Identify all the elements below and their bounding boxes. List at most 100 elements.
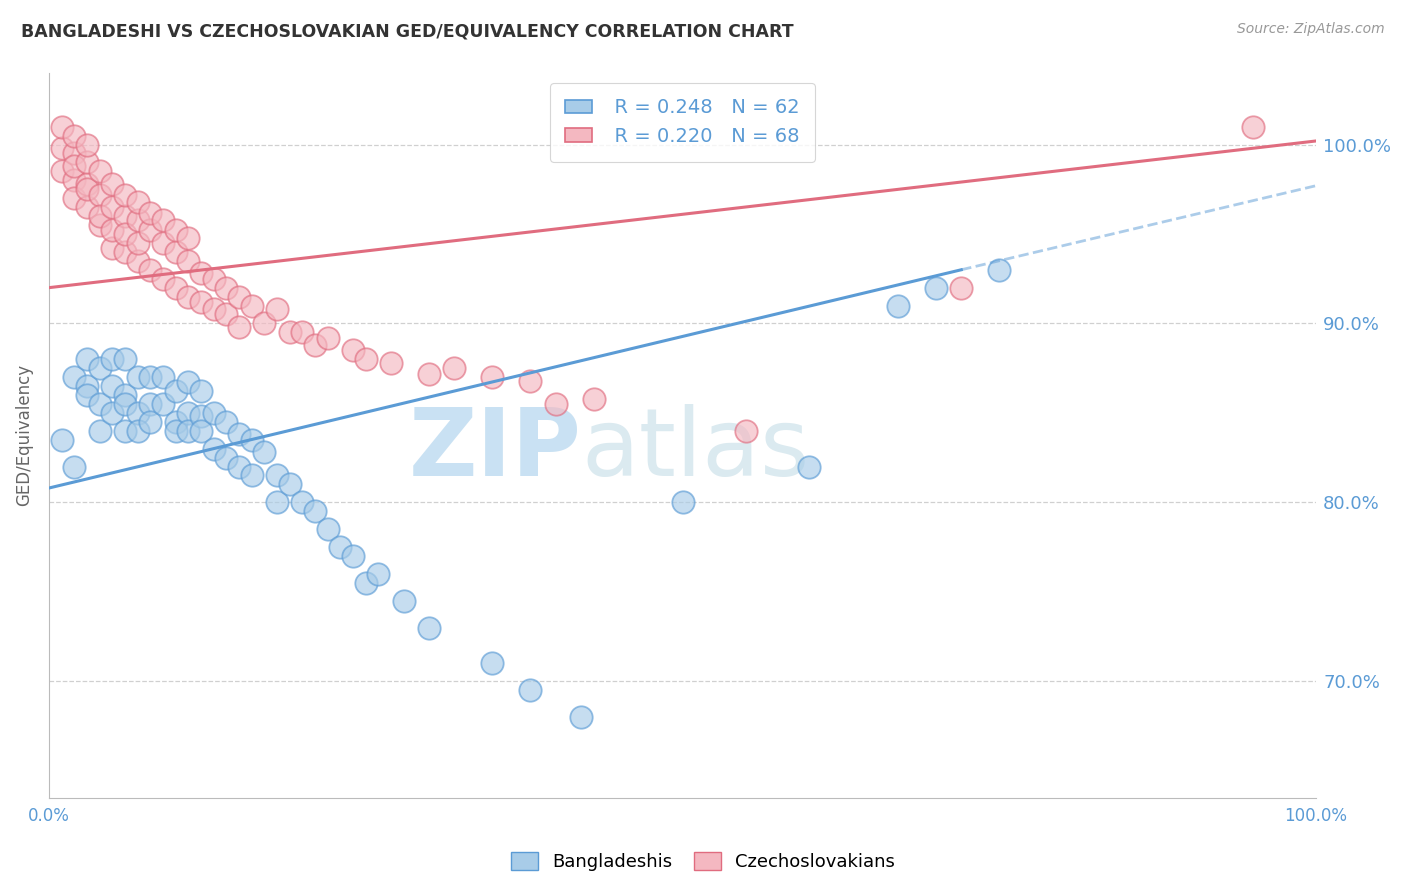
Point: [177, 406, 200, 420]
Point: [127, 194, 149, 209]
Point: [304, 504, 326, 518]
Point: [316, 331, 339, 345]
Point: [582, 392, 605, 406]
Point: [177, 290, 200, 304]
Text: ZIP: ZIP: [408, 404, 581, 496]
Point: [380, 356, 402, 370]
Point: [139, 262, 162, 277]
Point: [266, 302, 288, 317]
Point: [51, 164, 73, 178]
Point: [392, 593, 415, 607]
Point: [152, 397, 174, 411]
Point: [215, 450, 238, 465]
Point: [89, 397, 111, 411]
Point: [152, 212, 174, 227]
Point: [240, 468, 263, 483]
Point: [165, 223, 187, 237]
Point: [101, 241, 124, 255]
Point: [51, 141, 73, 155]
Point: [165, 280, 187, 294]
Point: [202, 271, 225, 285]
Point: [51, 120, 73, 134]
Point: [887, 299, 910, 313]
Point: [988, 262, 1011, 277]
Text: Source: ZipAtlas.com: Source: ZipAtlas.com: [1237, 22, 1385, 37]
Point: [367, 566, 389, 581]
Point: [165, 244, 187, 259]
Point: [114, 397, 136, 411]
Point: [418, 621, 440, 635]
Point: [240, 299, 263, 313]
Point: [89, 218, 111, 232]
Point: [76, 137, 98, 152]
Point: [76, 177, 98, 191]
Point: [1241, 120, 1264, 134]
Point: [114, 227, 136, 241]
Point: [519, 374, 541, 388]
Point: [266, 495, 288, 509]
Text: 100.0%: 100.0%: [1285, 806, 1347, 825]
Point: [215, 280, 238, 294]
Point: [304, 338, 326, 352]
Point: [202, 406, 225, 420]
Point: [139, 370, 162, 384]
Point: [76, 352, 98, 367]
Text: atlas: atlas: [581, 404, 810, 496]
Legend: Bangladeshis, Czechoslovakians: Bangladeshis, Czechoslovakians: [503, 846, 903, 879]
Point: [76, 379, 98, 393]
Point: [950, 280, 973, 294]
Point: [76, 388, 98, 402]
Point: [799, 459, 821, 474]
Point: [139, 415, 162, 429]
Point: [481, 370, 503, 384]
Point: [734, 424, 756, 438]
Point: [51, 433, 73, 447]
Point: [89, 424, 111, 438]
Point: [89, 164, 111, 178]
Point: [114, 424, 136, 438]
Y-axis label: GED/Equivalency: GED/Equivalency: [15, 364, 32, 507]
Point: [76, 182, 98, 196]
Point: [202, 442, 225, 456]
Point: [316, 522, 339, 536]
Point: [165, 384, 187, 399]
Point: [925, 280, 948, 294]
Point: [278, 477, 301, 491]
Point: [165, 415, 187, 429]
Point: [76, 200, 98, 214]
Point: [253, 317, 276, 331]
Point: [152, 235, 174, 250]
Point: [101, 379, 124, 393]
Point: [127, 406, 149, 420]
Point: [76, 155, 98, 169]
Point: [114, 244, 136, 259]
Point: [101, 200, 124, 214]
Point: [177, 253, 200, 268]
Point: [89, 361, 111, 376]
Point: [114, 187, 136, 202]
Point: [671, 495, 693, 509]
Point: [215, 308, 238, 322]
Point: [114, 209, 136, 223]
Point: [202, 302, 225, 317]
Point: [89, 209, 111, 223]
Point: [127, 212, 149, 227]
Point: [101, 406, 124, 420]
Point: [127, 370, 149, 384]
Point: [63, 370, 86, 384]
Legend:   R = 0.248   N = 62,   R = 0.220   N = 68: R = 0.248 N = 62, R = 0.220 N = 68: [550, 83, 815, 161]
Point: [101, 177, 124, 191]
Point: [63, 173, 86, 187]
Point: [89, 187, 111, 202]
Point: [190, 384, 212, 399]
Point: [190, 424, 212, 438]
Point: [152, 271, 174, 285]
Point: [63, 146, 86, 161]
Point: [127, 253, 149, 268]
Point: [481, 657, 503, 671]
Point: [152, 370, 174, 384]
Point: [519, 683, 541, 698]
Point: [190, 409, 212, 424]
Point: [114, 352, 136, 367]
Point: [240, 433, 263, 447]
